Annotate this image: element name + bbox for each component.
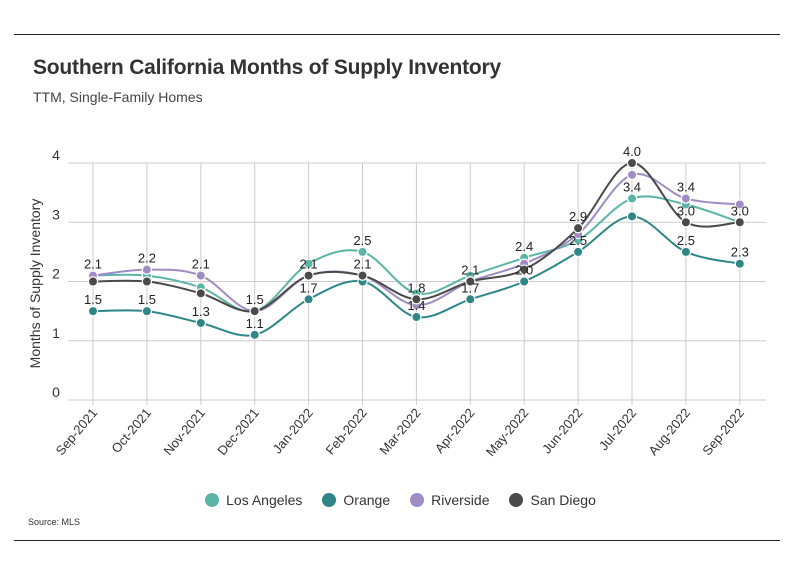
data-label-riverside: 2.2 <box>138 251 156 266</box>
data-label-los-angeles: 2.5 <box>353 233 371 248</box>
data-point-san-diego <box>357 270 368 281</box>
data-label-orange: 2.3 <box>731 245 749 260</box>
data-point-los-angeles <box>303 258 314 269</box>
x-tick-label: Dec-2021 <box>214 405 262 458</box>
legend-swatch <box>509 493 524 507</box>
data-label-los-angeles: 3.4 <box>623 180 641 195</box>
x-tick-label: Sep-2021 <box>53 405 101 458</box>
data-label-san-diego: 2.1 <box>300 257 318 272</box>
data-point-riverside <box>734 199 746 210</box>
data-label-san-diego: 1.5 <box>246 292 264 307</box>
y-tick-label: 1 <box>52 325 60 341</box>
data-label-san-diego: 3.0 <box>677 203 695 218</box>
data-label-orange: 1.5 <box>84 292 102 307</box>
data-point-orange <box>680 246 692 258</box>
data-point-san-diego <box>195 288 206 299</box>
legend-swatch <box>322 493 337 507</box>
data-point-san-diego <box>141 276 153 287</box>
data-label-orange: 1.1 <box>246 316 264 331</box>
data-point-san-diego <box>572 222 584 234</box>
x-tick-label: Jan-2022 <box>270 405 316 456</box>
data-point-riverside <box>195 270 206 281</box>
data-point-san-diego <box>680 217 692 228</box>
data-point-san-diego <box>465 276 476 287</box>
y-tick-label: 3 <box>52 206 60 222</box>
data-label-orange: 1.5 <box>138 292 156 307</box>
legend-swatch <box>410 493 425 507</box>
data-point-orange <box>195 317 206 329</box>
y-tick-label: 2 <box>52 266 60 282</box>
data-label-san-diego: 2.1 <box>461 263 479 278</box>
chart-legend: Los Angeles Orange Riverside San Diego <box>0 492 801 508</box>
data-point-orange <box>249 329 260 341</box>
data-label-orange: 1.3 <box>192 304 210 319</box>
legend-item-los-angeles: Los Angeles <box>205 492 302 508</box>
data-label-orange: 2.5 <box>677 233 695 248</box>
data-point-san-diego <box>626 157 638 169</box>
data-label-orange: 1.7 <box>461 280 479 295</box>
data-point-orange <box>572 246 584 258</box>
data-point-san-diego <box>87 276 99 287</box>
data-label-san-diego: 2.1 <box>353 257 371 272</box>
data-label-san-diego: 1.8 <box>407 280 425 295</box>
data-point-san-diego <box>519 264 530 275</box>
legend-item-san-diego: San Diego <box>509 492 596 508</box>
data-point-los-angeles <box>626 193 638 204</box>
legend-label: Los Angeles <box>226 492 303 508</box>
y-tick-label: 0 <box>52 384 60 400</box>
data-label-san-diego: 3.0 <box>731 203 749 218</box>
legend-label: Orange <box>343 492 391 508</box>
x-tick-label: Mar-2022 <box>376 405 423 457</box>
data-label-riverside: 2.1 <box>192 257 210 272</box>
x-tick-label: Oct-2021 <box>108 405 154 456</box>
data-point-riverside <box>626 169 638 181</box>
source-note: Source: MLS <box>28 517 81 527</box>
data-point-san-diego <box>303 270 314 281</box>
legend-label: Riverside <box>431 492 490 508</box>
data-point-san-diego <box>734 217 746 228</box>
data-point-orange <box>411 311 422 323</box>
chart-title: Southern California Months of Supply Inv… <box>33 56 501 79</box>
x-tick-label: Sep-2022 <box>699 405 747 458</box>
data-point-san-diego <box>249 305 260 317</box>
data-label-los-angeles: 2.4 <box>515 239 533 254</box>
x-tick-label: Aug-2022 <box>645 405 693 458</box>
data-label-san-diego: 4.0 <box>623 144 641 159</box>
data-point-orange <box>141 305 153 317</box>
legend-item-orange: Orange <box>322 492 390 508</box>
legend-swatch <box>205 493 220 507</box>
legend-item-riverside: Riverside <box>410 492 489 508</box>
data-point-san-diego <box>411 294 422 305</box>
chart-frame <box>14 34 780 541</box>
data-label-riverside: 3.4 <box>677 180 695 195</box>
x-tick-label: May-2022 <box>483 405 532 459</box>
data-point-orange <box>519 276 530 287</box>
data-point-orange <box>465 294 476 305</box>
x-tick-label: Apr-2022 <box>432 405 478 456</box>
data-label-orange: 2.0 <box>515 263 533 278</box>
data-point-orange <box>734 258 746 269</box>
x-tick-label: Nov-2021 <box>160 405 208 458</box>
data-point-orange <box>303 294 314 305</box>
x-tick-label: Jun-2022 <box>539 405 585 456</box>
y-axis-label: Months of Supply Inventory <box>27 199 43 369</box>
data-label-orange: 1.7 <box>300 280 318 295</box>
x-tick-label: Feb-2022 <box>323 405 370 457</box>
chart-subtitle: TTM, Single-Family Homes <box>33 89 203 105</box>
y-tick-label: 4 <box>52 147 60 163</box>
data-label-riverside: 2.1 <box>84 257 102 272</box>
data-point-riverside <box>680 193 692 204</box>
legend-label: San Diego <box>530 492 596 508</box>
data-point-orange <box>87 305 99 317</box>
data-label-orange: 2.5 <box>569 233 587 248</box>
data-point-riverside <box>141 264 153 275</box>
data-point-los-angeles <box>357 246 368 258</box>
data-point-orange <box>626 211 638 222</box>
x-tick-label: Jul-2022 <box>596 405 640 453</box>
data-label-san-diego: 2.9 <box>569 209 587 224</box>
data-label-orange: 1.4 <box>407 298 425 313</box>
